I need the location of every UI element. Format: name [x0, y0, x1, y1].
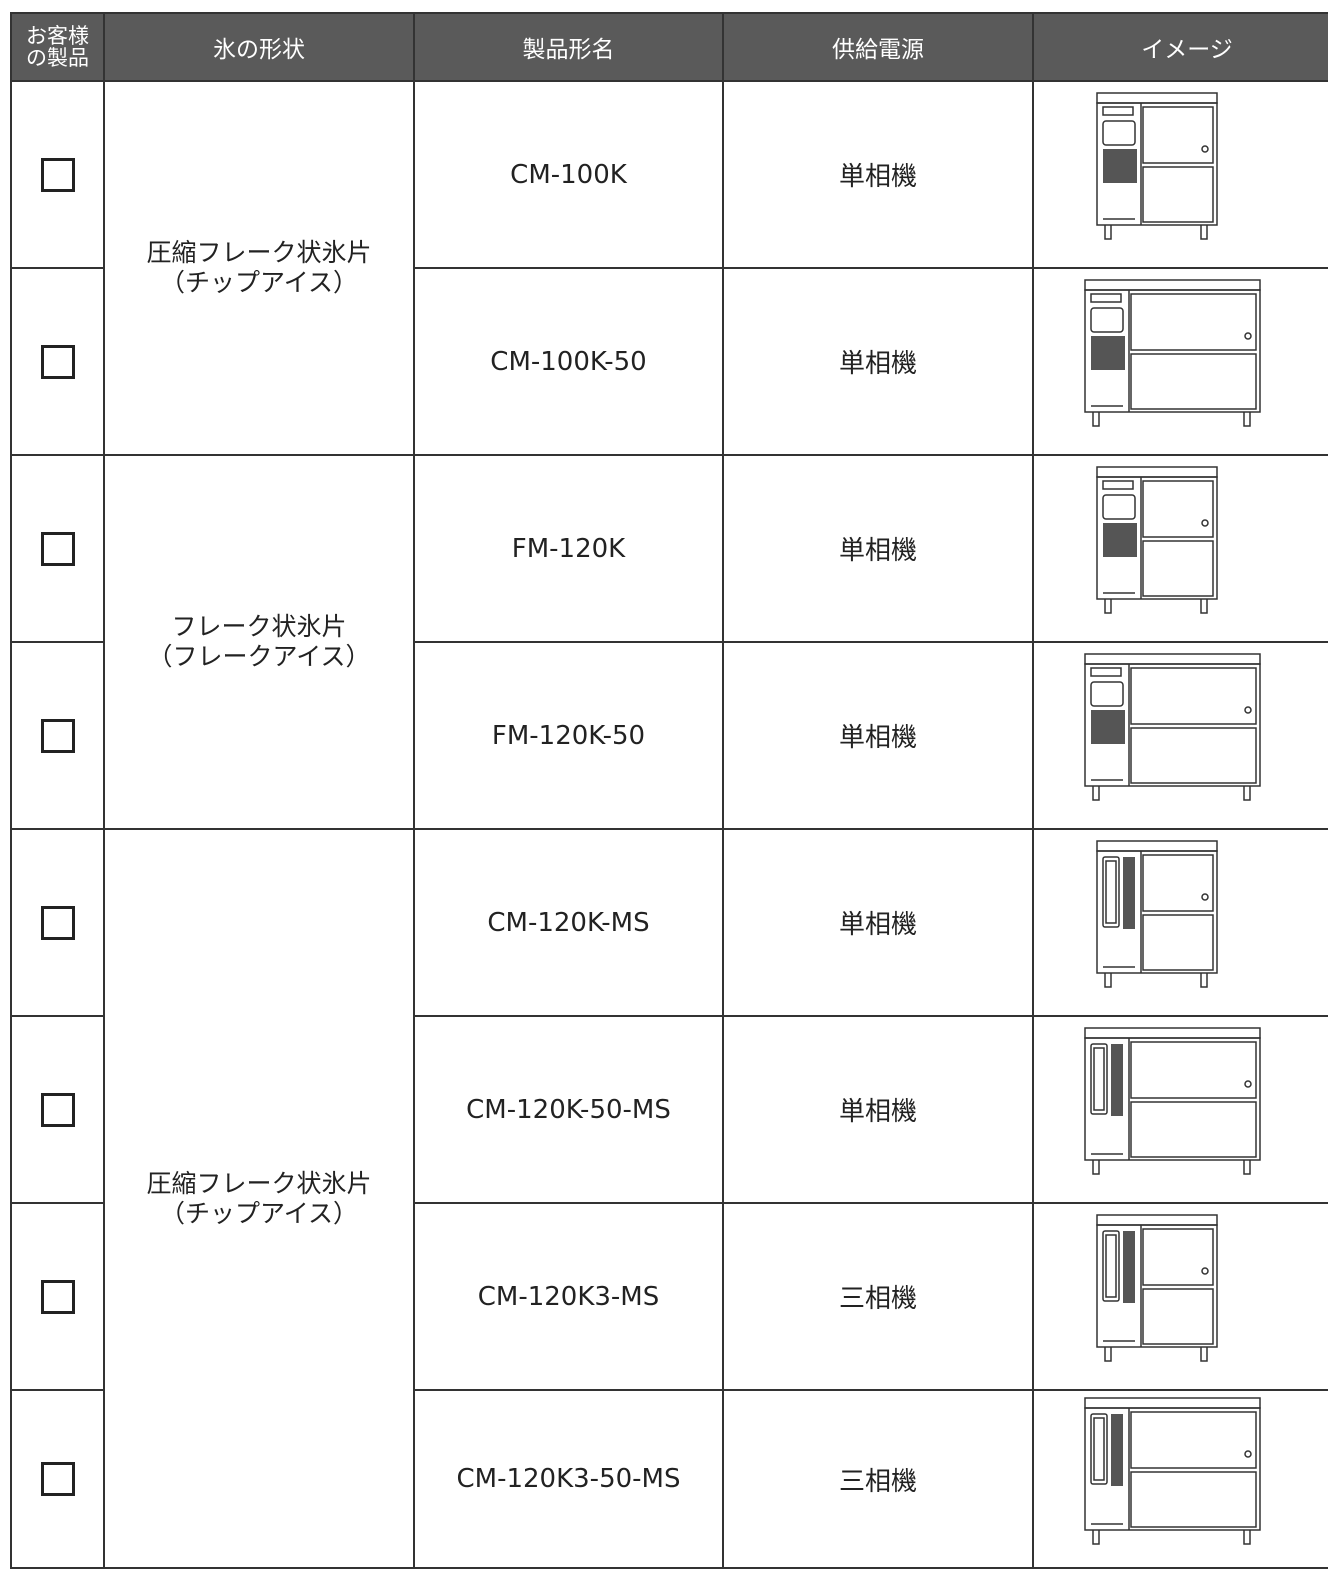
power-text: 単相機 — [838, 536, 917, 566]
checkbox-cell — [10, 641, 105, 830]
model-cell: FM-120K-50 — [413, 641, 724, 830]
table-wrap: お客様の製品 氷の形状 製品形名 供給電源 イメージ 圧縮フレーク状氷片 （チップアイス）… — [10, 12, 1328, 1569]
product-image — [1096, 92, 1218, 240]
checkbox-cell — [10, 80, 105, 269]
checkbox-cell — [10, 267, 105, 456]
power-text: 三相機 — [838, 1466, 917, 1497]
model-text: FM-120K — [511, 533, 626, 564]
image-cell — [1032, 1015, 1328, 1204]
model-text: CM-120K-50-MS — [466, 1094, 671, 1125]
power-text: 単相機 — [838, 1097, 917, 1127]
power-cell: 単相機 — [722, 80, 1034, 269]
power-cell: 単相機 — [722, 454, 1034, 643]
power-text: 三相機 — [838, 1284, 917, 1314]
power-text: 単相機 — [838, 349, 917, 379]
table-row: 圧縮フレーク状氷片 （チップアイス） CM-120K-MS 単相機 — [10, 828, 1328, 1569]
header-row: お客様の製品 氷の形状 製品形名 供給電源 イメージ — [10, 12, 1328, 82]
checkbox — [40, 718, 75, 753]
checkbox — [40, 531, 75, 566]
product-image — [1083, 279, 1261, 427]
image-cell — [1032, 641, 1328, 830]
table-body: 圧縮フレーク状氷片 （チップアイス） CM-100K 単相機 CM-100K-50 単相… — [10, 80, 1328, 1569]
product-image — [1096, 466, 1218, 614]
checkbox — [40, 1279, 75, 1314]
table-row: CM-120K3-50-MS 三相機 — [10, 1389, 1328, 1569]
header-text: 氷の形状 — [213, 37, 305, 63]
image-cell — [1032, 80, 1328, 269]
model-cell: CM-120K3-MS — [413, 1202, 724, 1391]
header-cell: お客様の製品 — [10, 12, 105, 82]
checkbox-cell — [10, 828, 105, 1017]
checkbox — [40, 1092, 75, 1127]
checkbox-cell — [10, 1202, 105, 1391]
header-text: 供給電源 — [832, 37, 924, 63]
shape-cell: 圧縮フレーク状氷片 （チップアイス） — [103, 828, 415, 1569]
shape-text: （チップアイス） — [159, 268, 358, 297]
model-text: CM-120K-MS — [487, 907, 650, 938]
model-cell: CM-120K-MS — [413, 828, 724, 1017]
checkbox — [40, 157, 75, 192]
product-table: お客様の製品 氷の形状 製品形名 供給電源 イメージ 圧縮フレーク状氷片 （チップアイス）… — [10, 12, 1328, 1569]
power-cell: 三相機 — [722, 1389, 1034, 1569]
table-row: 圧縮フレーク状氷片 （チップアイス） CM-100K 単相機 — [10, 80, 1328, 456]
header-text: お客様の製品 — [26, 24, 89, 70]
product-image — [1096, 1214, 1218, 1362]
checkbox-cell — [10, 1015, 105, 1204]
model-text: FM-120K-50 — [491, 720, 646, 751]
table-row: CM-100K-50 単相機 — [10, 267, 1328, 456]
power-text: 単相機 — [838, 162, 917, 192]
power-cell: 単相機 — [722, 828, 1034, 1017]
image-cell — [1032, 1389, 1328, 1569]
shape-cell: 圧縮フレーク状氷片 （チップアイス） — [103, 80, 415, 456]
table-row: CM-120K3-MS 三相機 — [10, 1202, 1328, 1391]
shape-text: 圧縮フレーク状氷片 — [146, 238, 372, 267]
image-cell — [1032, 267, 1328, 456]
shape-text: （チップアイス） — [159, 1198, 358, 1228]
product-image — [1083, 653, 1261, 801]
checkbox-cell — [10, 1389, 105, 1569]
header-cell: 供給電源 — [722, 12, 1034, 82]
model-text: CM-100K — [510, 159, 627, 190]
product-image — [1083, 1027, 1261, 1175]
model-cell: CM-100K — [413, 80, 724, 269]
model-text: CM-100K-50 — [490, 346, 647, 377]
table-row: フレーク状氷片 （フレークアイス） FM-120K 単相機 — [10, 454, 1328, 830]
power-cell: 三相機 — [722, 1202, 1034, 1391]
table-row: FM-120K-50 単相機 — [10, 641, 1328, 830]
checkbox — [40, 905, 75, 940]
power-text: 単相機 — [838, 723, 917, 753]
shape-text: （フレークアイス） — [147, 642, 371, 671]
shape-text: 圧縮フレーク状氷片 — [146, 1168, 372, 1198]
product-image — [1083, 1396, 1261, 1545]
power-cell: 単相機 — [722, 1015, 1034, 1204]
image-cell — [1032, 1202, 1328, 1391]
checkbox — [40, 344, 75, 379]
shape-cell: フレーク状氷片 （フレークアイス） — [103, 454, 415, 830]
image-cell — [1032, 454, 1328, 643]
model-cell: CM-120K3-50-MS — [413, 1389, 724, 1569]
model-text: CM-120K3-50-MS — [456, 1464, 681, 1494]
header-cell: 製品形名 — [413, 12, 724, 82]
power-text: 単相機 — [838, 910, 917, 940]
table-row: CM-120K-50-MS 単相機 — [10, 1015, 1328, 1204]
power-cell: 単相機 — [722, 641, 1034, 830]
product-image — [1096, 840, 1218, 988]
model-cell: FM-120K — [413, 454, 724, 643]
header-cell: 氷の形状 — [103, 12, 415, 82]
model-text: CM-120K3-MS — [477, 1281, 660, 1312]
header-text: 製品形名 — [522, 37, 615, 63]
image-cell — [1032, 828, 1328, 1017]
shape-text: フレーク状氷片 — [171, 612, 347, 641]
model-cell: CM-120K-50-MS — [413, 1015, 724, 1204]
model-cell: CM-100K-50 — [413, 267, 724, 456]
header-cell: イメージ — [1032, 12, 1328, 82]
power-cell: 単相機 — [722, 267, 1034, 456]
header-text: イメージ — [1141, 37, 1233, 63]
checkbox-cell — [10, 454, 105, 643]
checkbox — [40, 1462, 75, 1496]
